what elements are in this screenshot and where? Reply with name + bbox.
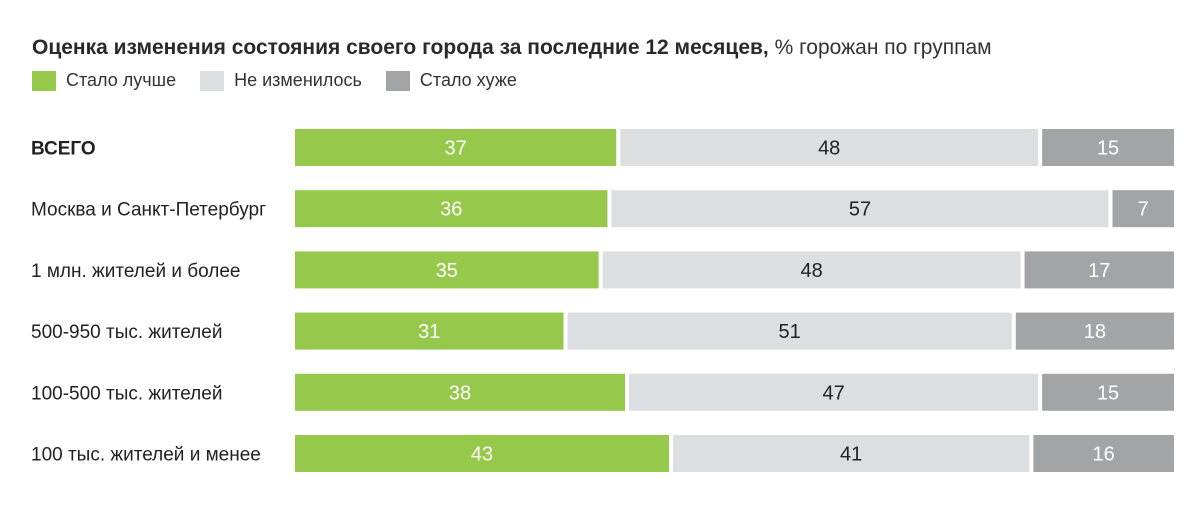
category-label: 100-500 тыс. жителей (31, 383, 222, 404)
data-label-unchanged: 48 (818, 138, 840, 160)
bar-segment-unchanged (602, 251, 1021, 289)
data-label-unchanged: 51 (779, 321, 801, 343)
data-label-better: 43 (471, 444, 493, 466)
category-label: ВСЕГО (31, 139, 96, 160)
legend-label-better: Стало лучше (66, 70, 177, 90)
legend-label-unchanged: Не изменилось (234, 70, 362, 90)
category-label: 500-950 тыс. жителей (31, 322, 222, 343)
bar-segment-worse (1033, 435, 1174, 472)
legend-item-unchanged: Не изменилось (200, 70, 362, 91)
bar-segment-better (295, 435, 669, 472)
data-label-better: 31 (418, 321, 440, 343)
bar-segment-unchanged (611, 190, 1109, 228)
data-label-worse: 16 (1093, 444, 1115, 466)
category-label: Москва и Санкт-Петербург (31, 200, 266, 221)
data-label-better: 36 (440, 199, 462, 221)
bar-segment-unchanged (629, 373, 1039, 411)
bar-segment-worse (1042, 129, 1174, 166)
legend: Стало лучше Не изменилось Стало хуже (32, 70, 541, 91)
data-label-worse: 18 (1084, 321, 1106, 343)
legend-label-worse: Стало хуже (419, 70, 517, 90)
legend-swatch-better (32, 70, 56, 91)
bar-segment-better (295, 129, 617, 166)
legend-swatch-unchanged (200, 70, 225, 91)
data-label-better: 37 (444, 138, 466, 160)
chart-title: Оценка изменения состояния своего города… (32, 36, 992, 60)
bar-segment-worse (1112, 190, 1174, 228)
data-label-unchanged: 57 (849, 199, 871, 221)
bar-segment-better (295, 190, 608, 228)
bar-segment-worse (1042, 373, 1174, 411)
bar-segment-better (295, 373, 626, 411)
bar-segment-better (295, 251, 599, 289)
legend-swatch-worse (385, 70, 410, 91)
data-label-unchanged: 41 (840, 444, 862, 466)
chart-title-main: Оценка изменения состояния своего города… (32, 36, 769, 59)
data-label-worse: 15 (1097, 138, 1119, 160)
bar-segment-worse (1015, 312, 1174, 350)
bar-segment-unchanged (567, 312, 1012, 350)
chart-title-units: % горожан по группам (768, 36, 992, 59)
bar-segment-better (295, 312, 564, 350)
data-label-worse: 17 (1088, 260, 1110, 282)
category-label: 1 млн. жителей и более (31, 261, 240, 282)
data-label-unchanged: 47 (822, 382, 844, 404)
data-label-better: 35 (436, 260, 458, 282)
legend-item-better: Стало лучше (32, 70, 176, 91)
data-label-worse: 7 (1138, 199, 1149, 221)
bar-segment-unchanged (672, 435, 1030, 472)
data-label-unchanged: 48 (800, 260, 822, 282)
data-label-worse: 15 (1097, 382, 1119, 404)
category-label: 100 тыс. жителей и менее (31, 445, 261, 466)
legend-item-worse: Стало хуже (385, 70, 517, 91)
bar-segment-unchanged (620, 129, 1039, 166)
data-label-better: 38 (449, 382, 471, 404)
bar-segment-worse (1024, 251, 1174, 289)
